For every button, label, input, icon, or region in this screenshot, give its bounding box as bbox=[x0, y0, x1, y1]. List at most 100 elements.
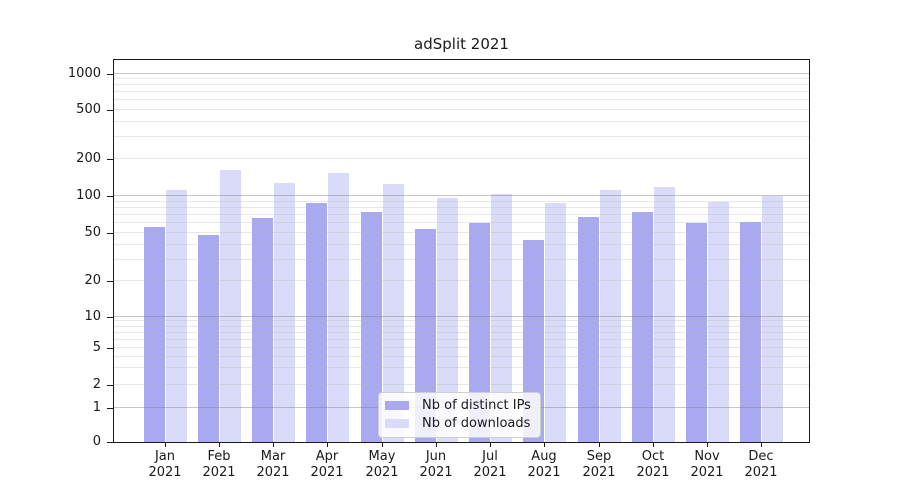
x-tick-sep-2021 bbox=[599, 443, 600, 447]
legend-label-downloads: Nb of downloads bbox=[422, 416, 531, 431]
x-tick-aug-2021 bbox=[544, 443, 545, 447]
x-tick-label-year: 2021 bbox=[473, 465, 507, 480]
y-tick-label-1: 1 bbox=[92, 400, 101, 415]
x-tick-label-month: Apr bbox=[315, 449, 339, 464]
bar-nb-of-distinct-ips-oct-2021 bbox=[632, 212, 653, 442]
x-tick-label-jul-2021: Jul 2021 bbox=[461, 449, 519, 481]
y-tick-label-20: 20 bbox=[84, 273, 101, 288]
y-tick-1000 bbox=[107, 74, 113, 75]
bar-nb-of-downloads-jul-2021 bbox=[491, 194, 512, 442]
x-tick-label-month: Nov bbox=[694, 449, 720, 464]
x-tick-label-year: 2021 bbox=[527, 465, 561, 480]
y-tick-2 bbox=[107, 385, 113, 386]
y-tick-label-200: 200 bbox=[76, 151, 101, 166]
x-tick-jan-2021 bbox=[165, 443, 166, 447]
x-tick-label-month: Jun bbox=[425, 449, 447, 464]
bar-nb-of-downloads-may-2021 bbox=[383, 184, 404, 442]
x-tick-label-jan-2021: Jan 2021 bbox=[136, 449, 194, 481]
bar-nb-of-downloads-dec-2021 bbox=[762, 196, 783, 442]
legend-swatch-downloads bbox=[385, 419, 409, 428]
x-tick-label-month: Jul bbox=[482, 449, 498, 464]
x-tick-jun-2021 bbox=[436, 443, 437, 447]
x-tick-label-month: Jan bbox=[154, 449, 176, 464]
y-tick-20 bbox=[107, 281, 113, 282]
legend-item-distinct-ips: Nb of distinct IPs bbox=[385, 397, 531, 414]
y-tick-200 bbox=[107, 159, 113, 160]
x-tick-label-month: Feb bbox=[207, 449, 231, 464]
x-tick-oct-2021 bbox=[653, 443, 654, 447]
x-tick-label-month: Aug bbox=[531, 449, 557, 464]
bar-nb-of-distinct-ips-aug-2021 bbox=[523, 240, 544, 442]
x-tick-dec-2021 bbox=[761, 443, 762, 447]
x-tick-label-year: 2021 bbox=[365, 465, 399, 480]
y-tick-0 bbox=[107, 442, 113, 443]
y-tick-500 bbox=[107, 110, 113, 111]
bar-nb-of-downloads-aug-2021 bbox=[545, 203, 566, 442]
x-tick-label-month: Dec bbox=[748, 449, 774, 464]
x-tick-label-year: 2021 bbox=[148, 465, 182, 480]
x-tick-label-month: Oct bbox=[641, 449, 665, 464]
x-tick-label-year: 2021 bbox=[310, 465, 344, 480]
bar-nb-of-distinct-ips-nov-2021 bbox=[686, 223, 707, 442]
y-tick-1 bbox=[107, 408, 113, 409]
y-tick-5 bbox=[107, 348, 113, 349]
bar-nb-of-downloads-oct-2021 bbox=[654, 187, 675, 442]
x-tick-apr-2021 bbox=[327, 443, 328, 447]
bar-nb-of-distinct-ips-sep-2021 bbox=[578, 217, 599, 442]
bar-nb-of-distinct-ips-feb-2021 bbox=[198, 235, 219, 442]
x-tick-label-mar-2021: Mar 2021 bbox=[244, 449, 302, 481]
x-tick-label-dec-2021: Dec 2021 bbox=[732, 449, 790, 481]
y-tick-10 bbox=[107, 317, 113, 318]
bar-nb-of-distinct-ips-jun-2021 bbox=[415, 229, 436, 442]
bar-nb-of-distinct-ips-jan-2021 bbox=[144, 227, 165, 442]
x-tick-label-aug-2021: Aug 2021 bbox=[515, 449, 573, 481]
bar-nb-of-downloads-mar-2021 bbox=[274, 183, 295, 442]
y-tick-50 bbox=[107, 233, 113, 234]
y-tick-label-10: 10 bbox=[84, 309, 101, 324]
x-tick-label-oct-2021: Oct 2021 bbox=[624, 449, 682, 481]
x-tick-label-year: 2021 bbox=[636, 465, 670, 480]
x-tick-jul-2021 bbox=[490, 443, 491, 447]
x-tick-label-apr-2021: Apr 2021 bbox=[298, 449, 356, 481]
chart-title: adSplit 2021 bbox=[414, 35, 509, 53]
x-tick-label-month: Mar bbox=[260, 449, 286, 464]
y-tick-100 bbox=[107, 196, 113, 197]
x-tick-may-2021 bbox=[382, 443, 383, 447]
bar-nb-of-distinct-ips-mar-2021 bbox=[252, 218, 273, 442]
bars-layer bbox=[114, 60, 809, 442]
x-tick-label-month: Sep bbox=[586, 449, 612, 464]
bar-nb-of-downloads-sep-2021 bbox=[600, 190, 621, 442]
y-tick-label-0: 0 bbox=[92, 434, 101, 449]
y-tick-label-2: 2 bbox=[92, 377, 101, 392]
legend: Nb of distinct IPs Nb of downloads bbox=[378, 392, 541, 438]
bar-nb-of-downloads-jan-2021 bbox=[166, 190, 187, 442]
x-tick-label-feb-2021: Feb 2021 bbox=[190, 449, 248, 481]
y-tick-label-500: 500 bbox=[76, 102, 101, 117]
plot-area bbox=[113, 59, 810, 443]
y-tick-label-5: 5 bbox=[92, 340, 101, 355]
x-tick-label-year: 2021 bbox=[582, 465, 616, 480]
x-tick-label-year: 2021 bbox=[256, 465, 290, 480]
x-tick-label-month: May bbox=[368, 449, 396, 464]
bar-nb-of-distinct-ips-may-2021 bbox=[361, 212, 382, 442]
y-tick-label-1000: 1000 bbox=[67, 66, 101, 81]
x-tick-label-jun-2021: Jun 2021 bbox=[407, 449, 465, 481]
x-tick-mar-2021 bbox=[273, 443, 274, 447]
x-tick-label-may-2021: May 2021 bbox=[353, 449, 411, 481]
bar-nb-of-downloads-nov-2021 bbox=[708, 202, 729, 442]
y-tick-label-100: 100 bbox=[76, 188, 101, 203]
bar-nb-of-downloads-feb-2021 bbox=[220, 170, 241, 442]
legend-item-downloads: Nb of downloads bbox=[385, 415, 531, 432]
bar-nb-of-distinct-ips-dec-2021 bbox=[740, 222, 761, 442]
x-tick-label-nov-2021: Nov 2021 bbox=[678, 449, 736, 481]
x-tick-label-year: 2021 bbox=[744, 465, 778, 480]
y-tick-label-50: 50 bbox=[84, 225, 101, 240]
legend-label-distinct-ips: Nb of distinct IPs bbox=[422, 398, 531, 413]
x-tick-nov-2021 bbox=[707, 443, 708, 447]
x-tick-feb-2021 bbox=[219, 443, 220, 447]
x-tick-label-year: 2021 bbox=[419, 465, 453, 480]
x-tick-label-year: 2021 bbox=[202, 465, 236, 480]
bar-nb-of-downloads-apr-2021 bbox=[328, 173, 349, 442]
bar-nb-of-distinct-ips-apr-2021 bbox=[306, 203, 327, 442]
